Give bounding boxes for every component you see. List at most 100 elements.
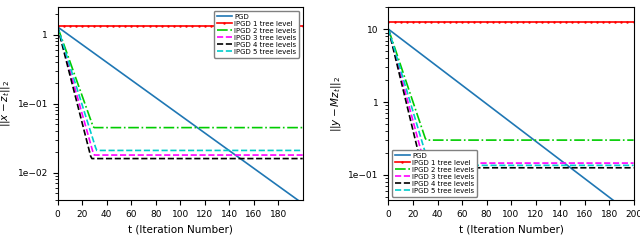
IPGD 1 tree level: [488, 21, 495, 24]
IPGD 4 tree levels: [188, 157, 195, 160]
IPGD 5 tree levels: [55, 29, 63, 32]
IPGD 4 tree levels: [279, 157, 287, 160]
PGD: [488, 106, 495, 109]
IPGD 4 tree levels: [299, 157, 307, 160]
PGD: [474, 96, 482, 99]
IPGD 4 tree levels: [610, 166, 618, 169]
IPGD 3 tree levels: [421, 162, 429, 164]
Line: IPGD 4 tree levels: IPGD 4 tree levels: [388, 29, 634, 168]
IPGD 5 tree levels: [476, 164, 483, 167]
IPGD 2 tree levels: [158, 126, 166, 129]
PGD: [299, 202, 307, 205]
IPGD 3 tree levels: [90, 153, 98, 156]
IPGD 3 tree levels: [610, 162, 618, 164]
IPGD 3 tree levels: [188, 153, 195, 156]
IPGD 5 tree levels: [489, 164, 497, 167]
IPGD 4 tree levels: [518, 166, 526, 169]
PGD: [278, 187, 285, 190]
PGD: [609, 198, 616, 201]
IPGD 4 tree levels: [54, 25, 61, 28]
Line: PGD: PGD: [58, 27, 303, 203]
Legend: PGD, IPGD 1 tree level, IPGD 2 tree levels, IPGD 3 tree levels, IPGD 4 tree leve: PGD, IPGD 1 tree level, IPGD 2 tree leve…: [214, 11, 300, 58]
PGD: [157, 100, 164, 102]
IPGD 3 tree levels: [489, 162, 497, 164]
IPGD 2 tree levels: [422, 139, 430, 142]
IPGD 4 tree levels: [76, 112, 83, 115]
Line: PGD: PGD: [388, 29, 634, 216]
Line: IPGD 3 tree levels: IPGD 3 tree levels: [388, 29, 634, 163]
IPGD 3 tree levels: [630, 162, 637, 164]
IPGD 5 tree levels: [630, 164, 637, 167]
IPGD 1 tree level: [299, 24, 307, 27]
IPGD 3 tree levels: [476, 162, 483, 164]
IPGD 3 tree levels: [145, 153, 152, 156]
IPGD 4 tree levels: [419, 166, 427, 169]
IPGD 5 tree levels: [518, 164, 526, 167]
Line: IPGD 5 tree levels: IPGD 5 tree levels: [388, 29, 634, 165]
IPGD 5 tree levels: [54, 25, 61, 28]
Y-axis label: $||y - Mz_t||_2$: $||y - Mz_t||_2$: [329, 76, 343, 132]
IPGD 4 tree levels: [386, 33, 394, 36]
IPGD 1 tree level: [474, 21, 482, 24]
Line: IPGD 2 tree levels: IPGD 2 tree levels: [388, 29, 634, 140]
PGD: [517, 129, 525, 132]
PGD: [406, 45, 414, 48]
IPGD 1 tree level: [386, 21, 394, 24]
IPGD 2 tree levels: [145, 126, 152, 129]
IPGD 1 tree level: [406, 21, 414, 24]
IPGD 2 tree levels: [55, 29, 63, 32]
IPGD 3 tree levels: [158, 153, 166, 156]
IPGD 1 tree level: [157, 24, 164, 27]
IPGD 3 tree levels: [406, 110, 414, 113]
Line: IPGD 3 tree levels: IPGD 3 tree levels: [58, 27, 303, 155]
IPGD 4 tree levels: [385, 28, 392, 31]
PGD: [76, 41, 83, 44]
IPGD 4 tree levels: [55, 30, 63, 33]
IPGD 1 tree level: [54, 24, 61, 27]
IPGD 4 tree levels: [489, 166, 497, 169]
Line: IPGD 1 tree level: IPGD 1 tree level: [56, 25, 304, 27]
IPGD 4 tree levels: [88, 157, 96, 160]
IPGD 1 tree level: [55, 24, 63, 27]
Y-axis label: $||x - z_t||_2$: $||x - z_t||_2$: [0, 80, 12, 127]
Line: IPGD 1 tree level: IPGD 1 tree level: [387, 21, 635, 23]
IPGD 4 tree levels: [145, 157, 152, 160]
IPGD 2 tree levels: [299, 126, 307, 129]
IPGD 1 tree level: [143, 24, 151, 27]
IPGD 5 tree levels: [386, 32, 394, 35]
PGD: [385, 28, 392, 31]
Line: IPGD 4 tree levels: IPGD 4 tree levels: [58, 27, 303, 159]
IPGD 3 tree levels: [54, 25, 61, 28]
IPGD 5 tree levels: [188, 149, 195, 152]
Line: IPGD 2 tree levels: IPGD 2 tree levels: [58, 27, 303, 128]
X-axis label: t (Iteration Number): t (Iteration Number): [128, 224, 232, 234]
IPGD 3 tree levels: [518, 162, 526, 164]
IPGD 5 tree levels: [76, 95, 83, 98]
IPGD 1 tree level: [76, 24, 83, 27]
IPGD 4 tree levels: [476, 166, 483, 169]
IPGD 2 tree levels: [489, 139, 497, 142]
IPGD 2 tree levels: [610, 139, 618, 142]
IPGD 2 tree levels: [406, 93, 414, 96]
IPGD 5 tree levels: [406, 102, 414, 105]
IPGD 2 tree levels: [54, 25, 61, 28]
IPGD 5 tree levels: [279, 149, 287, 152]
PGD: [386, 29, 394, 32]
IPGD 3 tree levels: [76, 104, 83, 107]
Line: IPGD 5 tree levels: IPGD 5 tree levels: [58, 27, 303, 151]
IPGD 5 tree levels: [299, 149, 307, 152]
IPGD 2 tree levels: [385, 28, 392, 31]
IPGD 3 tree levels: [386, 32, 394, 35]
IPGD 5 tree levels: [385, 28, 392, 31]
IPGD 5 tree levels: [158, 149, 166, 152]
IPGD 3 tree levels: [385, 28, 392, 31]
IPGD 1 tree level: [630, 21, 637, 24]
IPGD 1 tree level: [517, 21, 525, 24]
IPGD 1 tree level: [385, 21, 392, 24]
IPGD 3 tree levels: [279, 153, 287, 156]
PGD: [630, 214, 637, 217]
IPGD 3 tree levels: [55, 30, 63, 33]
IPGD 1 tree level: [609, 21, 616, 24]
IPGD 1 tree level: [186, 24, 194, 27]
IPGD 5 tree levels: [93, 149, 100, 152]
